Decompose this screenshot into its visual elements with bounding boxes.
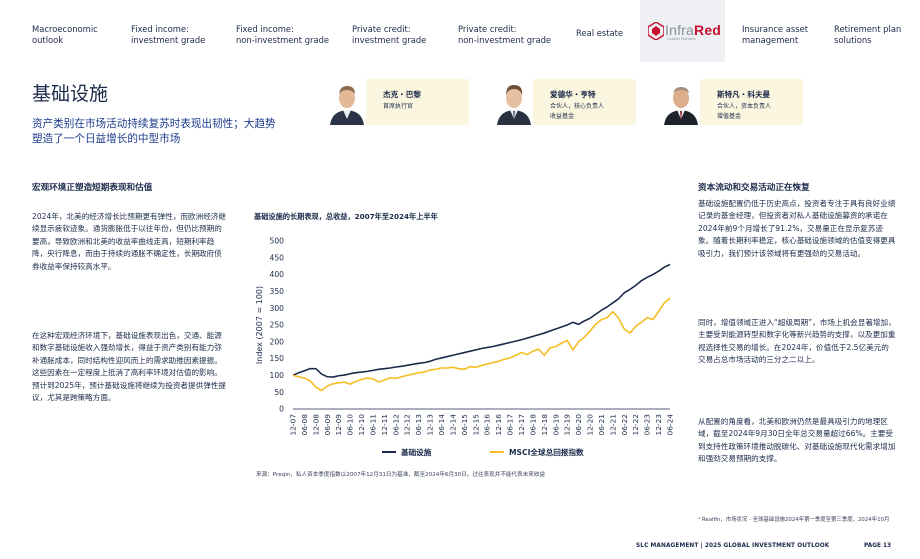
y-tick-label: 500 — [270, 237, 285, 246]
x-tick-label: 06-09 — [323, 414, 332, 436]
legend-label: MSCI全球总回报指数 — [509, 447, 584, 457]
x-tick-label: 06-24 — [666, 414, 675, 436]
logo-wordmark: InfraRed — [665, 22, 722, 38]
x-tick-label: 12-18 — [540, 414, 549, 436]
person-name: 爱德华・亨特 — [550, 90, 596, 99]
person-role: 合伙人，核心负责人 收益基金 — [550, 103, 605, 120]
avatar — [662, 79, 700, 125]
y-tick-label: 400 — [270, 270, 285, 279]
y-tick-label: 50 — [274, 388, 284, 397]
y-tick-label: 0 — [279, 405, 284, 414]
y-tick-label: 350 — [270, 287, 285, 296]
y-tick-label: 250 — [270, 321, 285, 330]
x-tick-label: 06-08 — [300, 414, 309, 436]
page-subtitle: 资产类别在市场活动持续复苏时表现出韧性；大趋势塑造了一个日益增长的中型市场 — [32, 118, 276, 145]
legend-label: 基础设施 — [400, 447, 432, 457]
x-tick-label: 06-11 — [368, 414, 377, 436]
x-tick-label: 12-22 — [631, 414, 640, 435]
performance-line-chart: 0 50 100 150 200 250 300 350 400 450 500 Index (200… — [255, 237, 675, 457]
portrait-icon — [495, 79, 533, 125]
avatar — [495, 79, 533, 125]
chart-legend: 基础设施 MSCI全球总回报指数 — [382, 447, 584, 457]
x-tick-label: 06-18 — [528, 414, 537, 436]
series-line-msci-world — [292, 297, 671, 392]
nav-private-credit-investment-grade[interactable]: Private credit: investment grade — [352, 24, 427, 45]
portrait-icon — [662, 79, 700, 125]
x-tick-label: 12-16 — [494, 414, 503, 436]
x-axis: 12-07 06-08 12-08 06-09 12-09 06-10 12-10 06-11… — [289, 408, 675, 436]
x-tick-label: 06-17 — [506, 414, 515, 436]
left-paragraph-1: 2024年，北美的经济增长比预期更有弹性，而欧洲经济继续显示疲软迹象。通货膨胀低… — [32, 212, 226, 271]
footnote: ¹ Realfin，市场状况 - 全球基础设施2024年第一季度至第三季度，20… — [698, 517, 890, 523]
x-tick-label: 12-07 — [289, 414, 298, 436]
person-card: 杰克・巴黎 首席执行官 — [328, 79, 469, 125]
right-paragraph-3: 从配置的角度看，北美和欧洲仍然是最具吸引力的地理区域，截至2024年9月30日全… — [698, 417, 896, 464]
portrait-icon — [328, 79, 366, 125]
x-tick-label: 12-15 — [471, 414, 480, 436]
x-tick-label: 12-23 — [654, 414, 663, 436]
nav-fixed-income-non-investment-grade[interactable]: Fixed income: non-investment grade — [236, 24, 330, 45]
infrared-logo: InfraRed Capital Partners — [648, 22, 722, 44]
infrared-mark-icon — [648, 22, 664, 40]
x-tick-label: 12-11 — [380, 414, 389, 436]
x-tick-label: 06-21 — [597, 414, 606, 436]
x-tick-label: 12-17 — [517, 414, 526, 436]
x-tick-label: 06-13 — [414, 414, 423, 436]
series-line-infrastructure — [292, 263, 671, 378]
nav-retirement-plan-solutions[interactable]: Retirement plan solutions — [834, 24, 902, 45]
x-tick-label: 06-22 — [620, 414, 629, 435]
x-tick-label: 06-12 — [391, 414, 400, 435]
x-tick-label: 12-20 — [586, 414, 595, 436]
nav-private-credit-non-investment-grade[interactable]: Private credit: non-investment grade — [458, 24, 552, 45]
page-title: 基础设施 — [32, 83, 109, 105]
x-tick-label: 12-10 — [357, 414, 366, 436]
left-section-heading: 宏观环境正塑造短期表现和估值 — [32, 183, 153, 193]
page-number: PAGE 13 — [864, 543, 892, 549]
x-tick-label: 06-10 — [346, 414, 355, 436]
chart-title: 基础设施的长期表现，总收益，2007年至2024年上半年 — [254, 212, 438, 221]
y-tick-label: 100 — [270, 371, 285, 380]
person-card: 斯特凡・科夫曼 合伙人，资本负责人 增值基金 — [662, 79, 803, 125]
y-tick-label: 450 — [270, 253, 285, 262]
top-navigation: Macroeconomic outlook Fixed income: invest… — [0, 0, 920, 62]
footer-text: SLC MANAGEMENT | 2025 GLOBAL INVESTMENT … — [636, 543, 830, 549]
person-role: 首席执行官 — [383, 103, 414, 110]
right-section-heading: 资本流动和交易活动正在恢复 — [698, 183, 810, 193]
right-paragraph-2: 同时，增值领域正进入“超级周期”，市场上机会显著增加，主要受到能源转型和数字化等… — [698, 318, 896, 365]
logo-subtitle: Capital Partners — [667, 37, 696, 41]
x-tick-label: 06-20 — [574, 414, 583, 436]
x-tick-label: 06-19 — [551, 414, 560, 436]
y-tick-label: 300 — [270, 304, 285, 313]
person-role: 合伙人，资本负责人 增值基金 — [717, 103, 772, 120]
person-card: 爱德华・亨特 合伙人，核心负责人 收益基金 — [495, 79, 636, 125]
x-tick-label: 12-08 — [311, 414, 320, 436]
x-tick-label: 12-13 — [426, 414, 435, 436]
x-tick-label: 12-14 — [448, 414, 457, 436]
nav-insurance-asset-management[interactable]: Insurance asset management — [742, 24, 809, 45]
right-paragraph-1: 基础设施配置仍低于历史高点，投资者专注于具有良好业绩记录的基金经理，但投资者对私… — [698, 199, 896, 258]
y-axis: 0 50 100 150 200 250 300 350 400 450 500 Index (200… — [255, 237, 284, 414]
x-tick-label: 06-16 — [483, 414, 492, 436]
nav-macroeconomic-outlook[interactable]: Macroeconomic outlook — [32, 24, 98, 45]
x-tick-label: 06-15 — [460, 414, 469, 436]
person-name: 斯特凡・科夫曼 — [717, 90, 771, 99]
y-axis-label: Index (2007 = 100) — [255, 286, 264, 364]
y-tick-label: 150 — [270, 354, 285, 363]
nav-real-estate[interactable]: Real estate — [576, 28, 624, 38]
x-tick-label: 06-14 — [437, 414, 446, 436]
x-tick-label: 12-12 — [403, 414, 412, 435]
series-layer — [292, 263, 671, 392]
x-tick-label: 06-23 — [643, 414, 652, 436]
person-name: 杰克・巴黎 — [383, 90, 421, 99]
x-tick-label: 12-09 — [334, 414, 343, 436]
y-tick-label: 200 — [270, 337, 285, 346]
left-paragraph-2: 在这种宏观经济环境下，基础设施表现出色，交通、能源和数字基础设施收入强劲增长，得… — [32, 331, 226, 403]
x-tick-label: 12-19 — [563, 414, 572, 436]
avatar — [328, 79, 366, 125]
nav-fixed-income-investment-grade[interactable]: Fixed income: investment grade — [131, 24, 206, 45]
x-tick-label: 12-21 — [608, 414, 617, 436]
chart-source: 来源：Preqin，私人资本季度指数以2007年12月31日为基准，截至2024… — [256, 472, 546, 478]
